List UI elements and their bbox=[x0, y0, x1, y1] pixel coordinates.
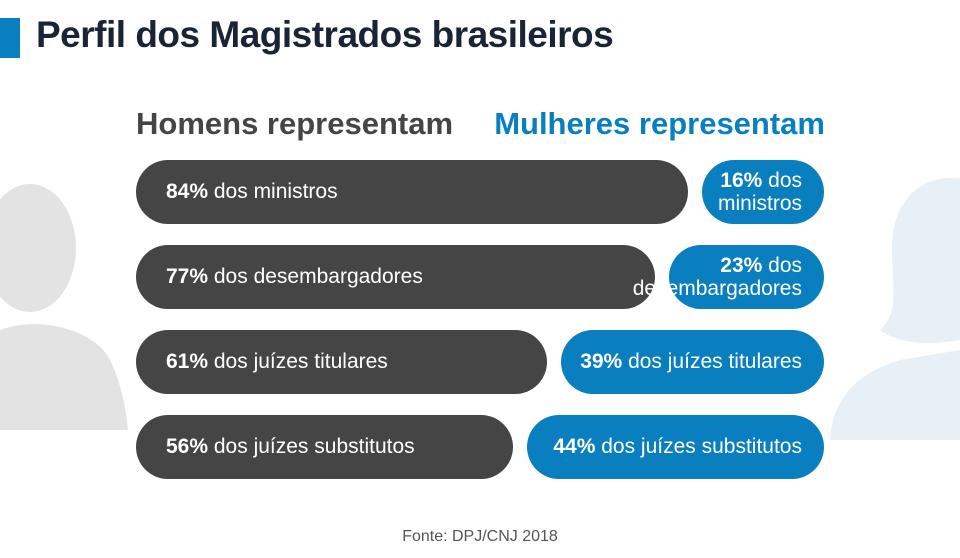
women-bar-value: 39% bbox=[580, 350, 623, 374]
women-bar-value: 23% bbox=[720, 253, 763, 277]
women-bar: 44% dos juízes substitutos bbox=[527, 415, 824, 479]
men-bar-value: 84% bbox=[166, 180, 209, 204]
women-bar: 23% dos desembargadores bbox=[633, 245, 824, 309]
page-title: Perfil dos Magistrados brasileiros bbox=[36, 14, 614, 55]
women-bar-label: dos bbox=[768, 253, 802, 277]
men-bar-value: 56% bbox=[166, 435, 209, 459]
men-bar: 61% dos juízes titulares bbox=[136, 330, 547, 394]
men-bar-value: 61% bbox=[166, 350, 209, 374]
men-bar-label: dos juízes substitutos bbox=[213, 435, 415, 459]
women-bar-value: 44% bbox=[553, 435, 596, 459]
men-series-header: Homens representam bbox=[136, 106, 454, 141]
women-bar: 16% dos ministros bbox=[702, 160, 824, 224]
men-bar-label: dos ministros bbox=[213, 180, 338, 204]
women-bar-label: dos juízes substitutos bbox=[601, 435, 802, 459]
men-bar-value: 77% bbox=[166, 265, 209, 289]
men-bar: 84% dos ministros bbox=[136, 160, 688, 224]
women-bar-label-cont: ministros bbox=[717, 192, 802, 215]
women-bar-value: 16% bbox=[720, 168, 763, 192]
men-bar-label: dos desembargadores bbox=[213, 265, 423, 289]
men-bar-label: dos juízes titulares bbox=[213, 350, 388, 374]
male-silhouette-icon bbox=[0, 184, 128, 430]
title-accent-bar bbox=[0, 18, 20, 58]
men-bar: 56% dos juízes substitutos bbox=[136, 415, 513, 479]
women-bar-label-cont: desembargadores bbox=[632, 277, 802, 300]
women-series-header: Mulheres representam bbox=[494, 106, 825, 141]
men-bar: 77% dos desembargadores bbox=[136, 245, 655, 309]
women-bar-label: dos bbox=[768, 168, 802, 192]
women-bar: 39% dos juízes titulares bbox=[561, 330, 824, 394]
women-bar-label: dos juízes titulares bbox=[628, 350, 802, 374]
source-note: Fonte: DPJ/CNJ 2018 bbox=[402, 528, 558, 545]
female-silhouette-icon bbox=[830, 177, 960, 440]
